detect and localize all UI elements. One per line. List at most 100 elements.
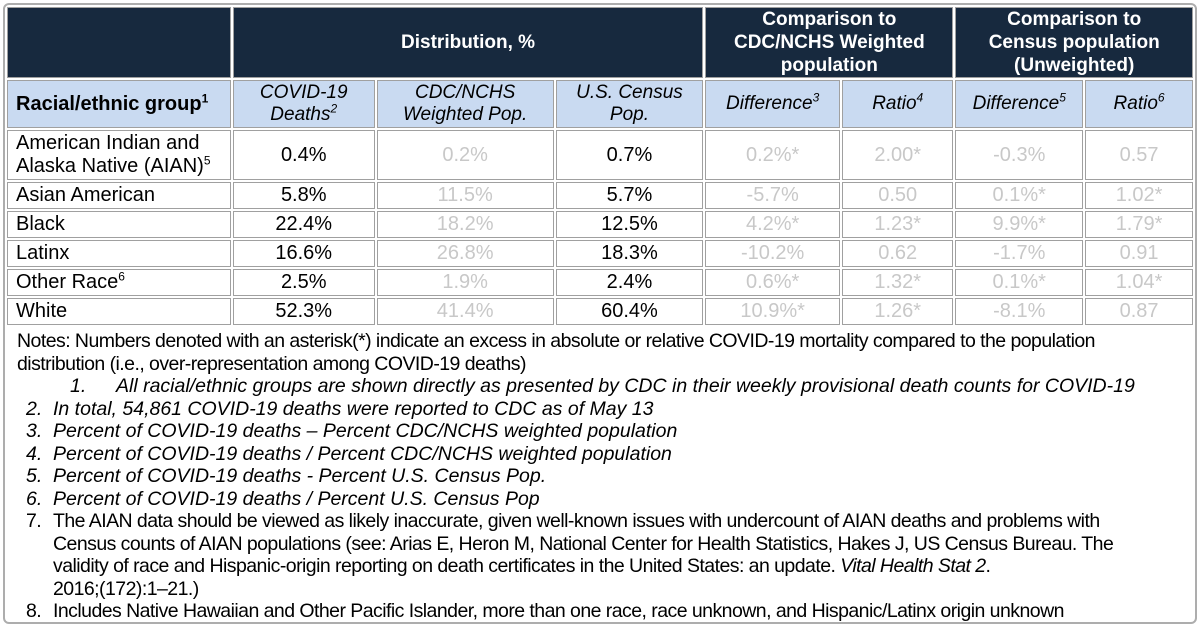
note-text: Vital Health Stat 2: [840, 555, 986, 577]
group-name: Other Race: [16, 271, 119, 293]
cell-ratio-census: 1.02*: [1085, 182, 1193, 209]
col-header-label: U.S. Census Pop.: [576, 82, 683, 125]
col-header-racial-ethnic-group: Racial/ethnic group1: [7, 80, 231, 128]
cell-cdc-nchs-weighted-pop: 11.5%: [376, 182, 554, 209]
cell-ratio-weighted: 1.32*: [842, 269, 954, 296]
cell-difference-census: 0.1%*: [955, 269, 1084, 296]
col-header-cdc-nchs-weighted-pop: CDC/NCHS Weighted Pop.: [376, 80, 554, 128]
header-comparison-cdc-nchs: Comparison to CDC/NCHS Weighted population: [705, 7, 954, 78]
note-item: 5. Percent of COVID-19 deaths - Percent U…: [26, 465, 1185, 488]
note-item: 6. Percent of COVID-19 deaths / Percent U…: [26, 488, 1185, 511]
note-text: Percent of COVID-19 deaths / Percent U.S…: [53, 487, 540, 510]
note-item: 3. Percent of COVID-19 deaths – Percent C…: [26, 420, 1185, 443]
footnote-marker: 5: [203, 153, 211, 168]
col-header-label: Ratio: [1113, 93, 1158, 114]
cell-group-name: Other Race6: [7, 269, 231, 296]
group-name: Black: [16, 213, 65, 235]
cell-group-name: Latinx: [7, 240, 231, 267]
cell-difference-census: -1.7%: [955, 240, 1084, 267]
group-name: White: [16, 300, 68, 322]
cell-ratio-weighted: 1.26*: [842, 298, 954, 325]
cell-group-name: American Indian and Alaska Native (AIAN)…: [7, 130, 231, 180]
cell-covid-deaths: 52.3%: [232, 298, 375, 325]
note-number: 4.: [26, 442, 43, 465]
table-row: Other Race6 2.5% 1.9% 2.4% 0.6%* 1.32* 0…: [7, 269, 1193, 296]
cell-covid-deaths: 0.4%: [232, 130, 375, 180]
cell-cdc-nchs-weighted-pop: 1.9%: [376, 269, 554, 296]
cell-cdc-nchs-weighted-pop: 0.2%: [376, 130, 554, 180]
table-row: Black 22.4% 18.2% 12.5% 4.2%* 1.23* 9.9%…: [7, 211, 1193, 238]
notes-intro: Notes: Numbers denoted with an asterisk(…: [17, 330, 1185, 375]
table-row: American Indian and Alaska Native (AIAN)…: [7, 130, 1193, 180]
col-header-label: Ratio: [872, 93, 917, 114]
cell-us-census-pop: 5.7%: [555, 182, 704, 209]
cell-cdc-nchs-weighted-pop: 18.2%: [376, 211, 554, 238]
note-body: Percent of COVID-19 deaths – Percent CDC…: [53, 420, 677, 443]
col-header-ratio-census: Ratio6: [1085, 80, 1193, 128]
col-header-label: CDC/NCHS Weighted Pop.: [402, 82, 528, 125]
note-body: Percent of COVID-19 deaths - Percent U.S…: [53, 465, 546, 488]
note-text: 2016;(172):1–21.): [53, 577, 199, 600]
note-body: Percent of COVID-19 deaths / Percent CDC…: [53, 443, 672, 466]
cell-us-census-pop: 60.4%: [555, 298, 704, 325]
note-body: Percent of COVID-19 deaths / Percent U.S…: [53, 488, 540, 511]
footnote-marker: 6: [1157, 90, 1165, 105]
note-number: 2.: [26, 397, 43, 420]
note-text: Percent of COVID-19 deaths / Percent CDC…: [53, 442, 672, 465]
col-header-difference-census: Difference5: [955, 80, 1084, 128]
cell-us-census-pop: 2.4%: [555, 269, 704, 296]
cell-ratio-weighted: 0.50: [842, 182, 954, 209]
note-item: 7. The AIAN data should be viewed as like…: [26, 510, 1185, 600]
group-name: Asian American: [16, 184, 155, 206]
col-header-label: Difference: [726, 93, 813, 114]
cell-difference-weighted: -10.2%: [705, 240, 841, 267]
cell-ratio-census: 1.79*: [1085, 211, 1193, 238]
note-body: Includes Native Hawaiian and Other Pacif…: [53, 600, 1064, 622]
note-number: 3.: [26, 420, 43, 442]
note-text: Census counts of AIAN populations (see: …: [53, 532, 1114, 555]
note-number: 5.: [26, 465, 43, 487]
cell-us-census-pop: 0.7%: [555, 130, 704, 180]
footnote-marker: 3: [812, 90, 820, 105]
note-body: All racial/ethnic groups are shown direc…: [116, 375, 1135, 398]
section-header-row: Distribution, % Comparison to CDC/NCHS We…: [7, 7, 1193, 78]
note-text: .: [985, 555, 991, 577]
note-text: Percent of COVID-19 deaths - Percent U.S…: [53, 465, 547, 487]
header-distribution: Distribution, %: [232, 7, 704, 78]
cell-covid-deaths: 5.8%: [232, 182, 375, 209]
note-item: 8. Includes Native Hawaiian and Other Pac…: [26, 600, 1185, 622]
group-name: American Indian and Alaska Native (AIAN): [16, 132, 204, 177]
footnote-marker: 4: [916, 90, 924, 105]
header-empty: [7, 7, 231, 78]
column-header-row: Racial/ethnic group1 COVID-19 Deaths2 CD…: [7, 80, 1193, 128]
cell-ratio-census: 0.91: [1085, 240, 1193, 267]
note-text: distribution (i.e., over-representation …: [17, 352, 526, 375]
cell-difference-census: -0.3%: [955, 130, 1084, 180]
note-text: Includes Native Hawaiian and Other Pacif…: [53, 600, 1064, 622]
col-header-label: Racial/ethnic group: [16, 93, 202, 115]
cell-cdc-nchs-weighted-pop: 41.4%: [376, 298, 554, 325]
note-body: In total, 54,861 COVID-19 deaths were re…: [53, 398, 653, 421]
cell-ratio-census: 1.04*: [1085, 269, 1193, 296]
note-text: All racial/ethnic groups are shown direc…: [116, 375, 1135, 397]
notes-list: 1. All racial/ethnic groups are shown dir…: [17, 375, 1185, 622]
cell-group-name: Asian American: [7, 182, 231, 209]
cell-cdc-nchs-weighted-pop: 26.8%: [376, 240, 554, 267]
note-number: 1.: [70, 375, 87, 397]
cell-group-name: White: [7, 298, 231, 325]
cell-covid-deaths: 22.4%: [232, 211, 375, 238]
cell-difference-weighted: 10.9%*: [705, 298, 841, 325]
cell-difference-census: -8.1%: [955, 298, 1084, 325]
cell-us-census-pop: 18.3%: [555, 240, 704, 267]
footnote-marker: 1: [201, 91, 209, 106]
footnote-marker: 6: [118, 269, 125, 284]
col-header-us-census-pop: U.S. Census Pop.: [555, 80, 704, 128]
cell-ratio-census: 0.57: [1085, 130, 1193, 180]
cell-difference-weighted: 0.6%*: [705, 269, 841, 296]
note-body: The AIAN data should be viewed as likely…: [53, 510, 1114, 600]
note-item: 1. All racial/ethnic groups are shown dir…: [70, 375, 1185, 398]
note-text: validity of race and Hispanic-origin rep…: [53, 555, 841, 577]
notes-section: Notes: Numbers denoted with an asterisk(…: [5, 327, 1195, 622]
table-row: Asian American 5.8% 11.5% 5.7% -5.7% 0.5…: [7, 182, 1193, 209]
table-body: American Indian and Alaska Native (AIAN)…: [7, 130, 1193, 325]
